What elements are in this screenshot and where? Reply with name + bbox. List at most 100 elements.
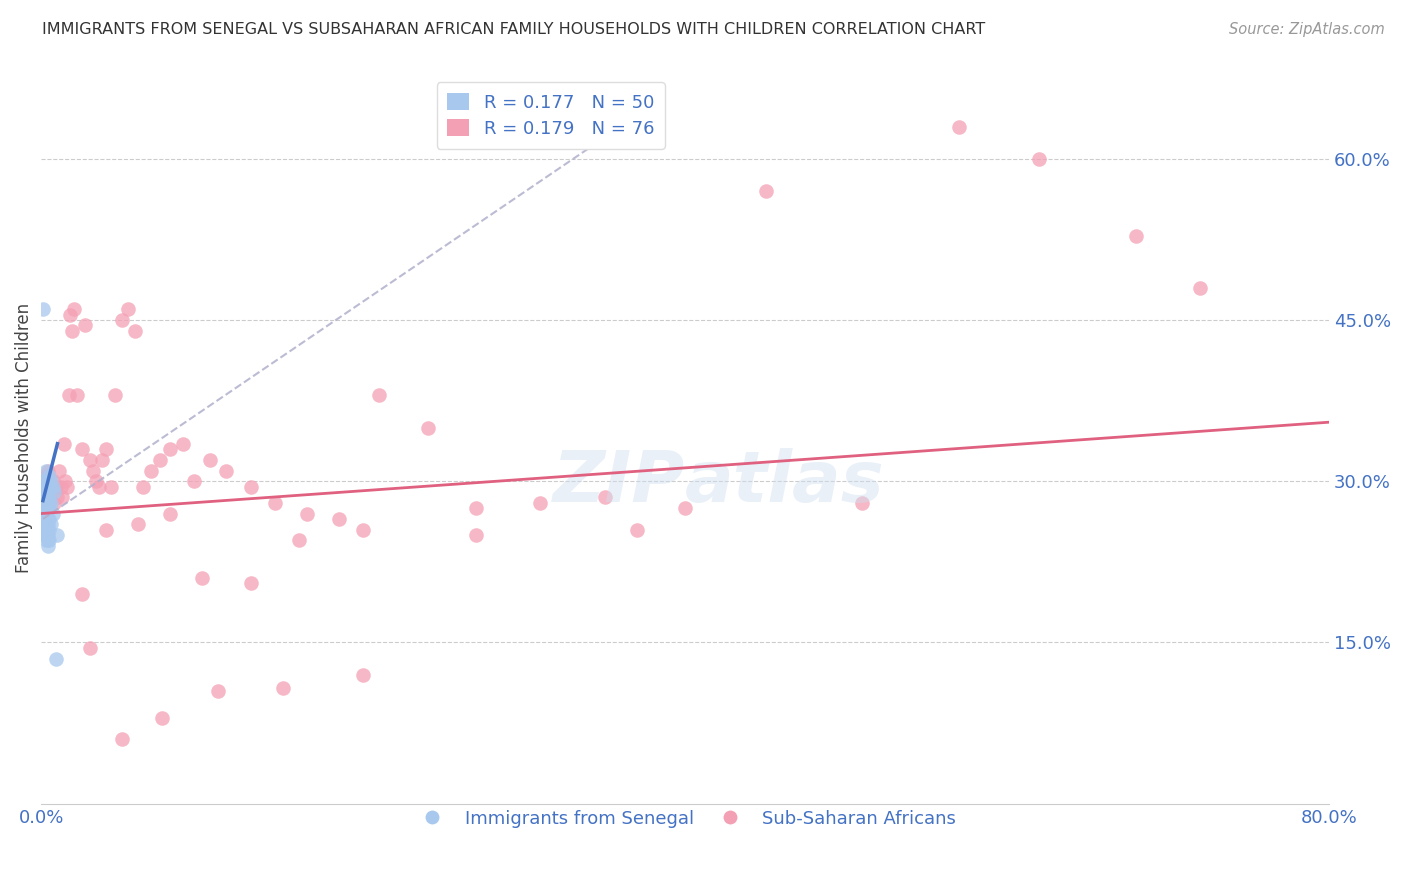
Point — [94, 442, 117, 456]
Point — [32, 480, 55, 494]
Text: ZIP: ZIP — [553, 448, 685, 516]
Point — [851, 496, 873, 510]
Point — [127, 517, 149, 532]
Point — [159, 507, 181, 521]
Point — [34, 512, 56, 526]
Point — [34, 491, 56, 505]
Point — [35, 496, 58, 510]
Point — [38, 523, 60, 537]
Point — [191, 571, 214, 585]
Point — [52, 436, 75, 450]
Point — [51, 491, 73, 505]
Point — [207, 683, 229, 698]
Point — [60, 324, 83, 338]
Point — [89, 480, 111, 494]
Point — [73, 318, 96, 333]
Point — [183, 475, 205, 489]
Point — [368, 388, 391, 402]
Point — [37, 480, 59, 494]
Point — [66, 388, 89, 402]
Point — [79, 640, 101, 655]
Point — [132, 480, 155, 494]
Point — [39, 496, 62, 510]
Point — [38, 491, 60, 505]
Point — [37, 491, 59, 505]
Point — [295, 507, 318, 521]
Point — [35, 475, 58, 489]
Point — [38, 496, 60, 510]
Point — [37, 512, 59, 526]
Point — [82, 464, 104, 478]
Point — [35, 507, 58, 521]
Point — [35, 480, 58, 494]
Point — [34, 507, 56, 521]
Point — [139, 464, 162, 478]
Point — [755, 184, 778, 198]
Point — [41, 480, 63, 494]
Point — [200, 452, 222, 467]
Point — [38, 480, 60, 494]
Point — [263, 496, 285, 510]
Point — [35, 464, 58, 478]
Point — [104, 388, 127, 402]
Point — [1028, 152, 1050, 166]
Point — [38, 469, 60, 483]
Point — [239, 576, 262, 591]
Legend: Immigrants from Senegal, Sub-Saharan Africans: Immigrants from Senegal, Sub-Saharan Afr… — [406, 803, 963, 835]
Point — [32, 496, 55, 510]
Point — [37, 528, 59, 542]
Point — [34, 517, 56, 532]
Text: IMMIGRANTS FROM SENEGAL VS SUBSAHARAN AFRICAN FAMILY HOUSEHOLDS WITH CHILDREN CO: IMMIGRANTS FROM SENEGAL VS SUBSAHARAN AF… — [42, 22, 986, 37]
Point — [464, 501, 486, 516]
Point — [328, 512, 350, 526]
Point — [35, 517, 58, 532]
Point — [35, 480, 58, 494]
Point — [352, 523, 374, 537]
Point — [46, 528, 69, 542]
Point — [91, 452, 114, 467]
Point — [172, 436, 194, 450]
Point — [46, 491, 69, 505]
Point — [35, 491, 58, 505]
Text: atlas: atlas — [685, 448, 884, 516]
Point — [44, 485, 66, 500]
Point — [35, 533, 58, 548]
Point — [32, 507, 55, 521]
Point — [62, 302, 84, 317]
Point — [45, 480, 67, 494]
Text: Source: ZipAtlas.com: Source: ZipAtlas.com — [1229, 22, 1385, 37]
Point — [35, 523, 58, 537]
Point — [38, 533, 60, 548]
Point — [1125, 229, 1147, 244]
Point — [84, 475, 107, 489]
Point — [288, 533, 311, 548]
Point — [34, 523, 56, 537]
Point — [35, 512, 58, 526]
Point — [39, 475, 62, 489]
Point — [37, 539, 59, 553]
Point — [32, 302, 55, 317]
Point — [150, 711, 173, 725]
Point — [271, 681, 294, 695]
Point — [79, 452, 101, 467]
Point — [56, 480, 79, 494]
Point — [215, 464, 238, 478]
Y-axis label: Family Households with Children: Family Households with Children — [15, 303, 32, 574]
Point — [94, 523, 117, 537]
Point — [34, 528, 56, 542]
Point — [529, 496, 551, 510]
Point — [626, 523, 648, 537]
Point — [32, 501, 55, 516]
Point — [35, 469, 58, 483]
Point — [41, 507, 63, 521]
Point — [948, 120, 970, 134]
Point — [34, 480, 56, 494]
Point — [100, 480, 122, 494]
Point — [35, 501, 58, 516]
Point — [34, 475, 56, 489]
Point — [159, 442, 181, 456]
Point — [59, 308, 82, 322]
Point — [55, 475, 77, 489]
Point — [49, 480, 72, 494]
Point — [39, 517, 62, 532]
